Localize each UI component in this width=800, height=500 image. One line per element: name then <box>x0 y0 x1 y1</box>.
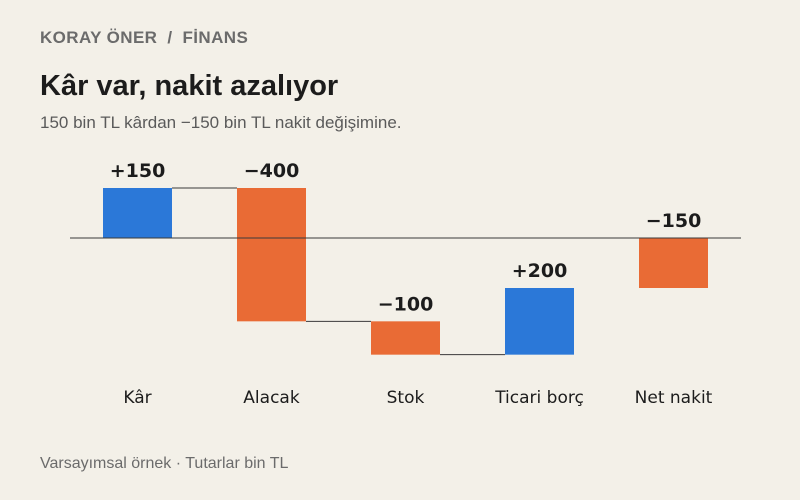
value-label: −400 <box>244 160 300 182</box>
value-label: +200 <box>512 260 568 282</box>
category-label: Kâr <box>123 388 151 408</box>
breadcrumb-separator: / <box>167 28 173 47</box>
category-label: Stok <box>387 388 425 408</box>
chart-footnote: Varsayımsal örnek · Tutarlar bin TL <box>40 455 289 472</box>
breadcrumb-section: FİNANS <box>182 28 249 47</box>
chart-subtitle: 150 bin TL kârdan −150 bin TL nakit deği… <box>40 113 402 132</box>
value-label: −100 <box>378 293 434 315</box>
value-label: −150 <box>646 210 702 232</box>
breadcrumb: KORAY ÖNER / FİNANS <box>40 28 248 48</box>
bar-1 <box>103 188 172 238</box>
category-label: Ticari borç <box>494 388 584 408</box>
bar-5 <box>639 238 708 288</box>
bar-2 <box>237 188 306 322</box>
category-label: Alacak <box>243 388 300 408</box>
bar-3 <box>371 321 440 355</box>
category-label: Net nakit <box>635 388 713 408</box>
bar-4 <box>505 288 574 355</box>
breadcrumb-author: KORAY ÖNER <box>40 28 158 47</box>
value-label: +150 <box>110 160 166 182</box>
chart-title: Kâr var, nakit azalıyor <box>40 70 339 102</box>
